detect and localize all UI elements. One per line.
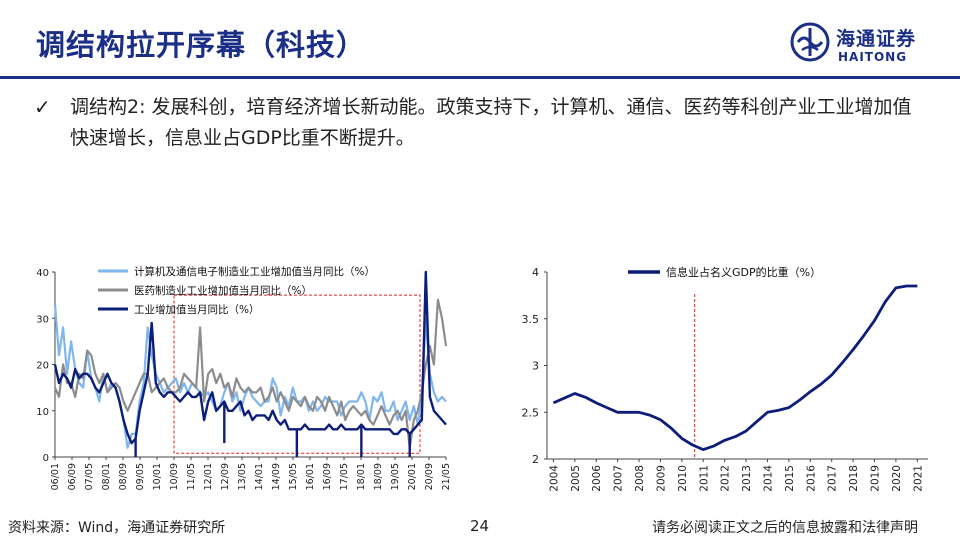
x-tick-label: 2007 (613, 465, 625, 492)
x-tick-label: 18/09 (373, 463, 384, 490)
page-number: 24 (470, 517, 490, 535)
haitong-logo-icon (790, 22, 830, 62)
x-tick-label: 20/01 (407, 463, 418, 490)
x-tick-label: 15/05 (288, 463, 299, 490)
x-tick-label: 21/05 (441, 463, 452, 490)
disclaimer: 请务必阅读正文之后的信息披露和法律声明 (652, 520, 918, 536)
x-tick-label: 2008 (634, 465, 646, 492)
x-tick-label: 11/05 (186, 463, 197, 490)
x-tick-label: 12/09 (220, 463, 231, 490)
page-title: 调结构拉开序幕（科技） (36, 28, 367, 62)
x-tick-label: 14/01 (254, 463, 265, 490)
source-note: 资料来源：Wind，海通证券研究所 (8, 520, 226, 536)
x-tick-label: 14/09 (271, 463, 282, 490)
x-tick-label: 06/01 (50, 463, 61, 490)
series-line-2 (53, 298, 448, 449)
x-tick-label: 2013 (741, 465, 753, 492)
legend-label: 计算机及通信电子制造业工业增加值当月同比（%） (134, 265, 375, 278)
x-tick-label: 06/09 (67, 463, 78, 490)
legend-label: 信息业占名义GDP的比重（%） (666, 265, 821, 279)
y-tick-label: 3 (532, 360, 539, 373)
title-underline (0, 76, 960, 79)
y-tick-label: 2.5 (522, 406, 540, 419)
logo-chinese-name: 海通证券 (836, 28, 917, 50)
x-tick-label: 19/05 (390, 463, 401, 490)
y-tick-label: 30 (36, 314, 49, 325)
x-tick-label: 08/09 (118, 463, 129, 490)
x-tick-label: 16/01 (305, 463, 316, 490)
x-tick-label: 18/01 (356, 463, 367, 490)
industrial-value-added-chart: 0 10 20 30 40 06/01 06/09 07/05 08/01 08/09 09/05… (36, 265, 452, 490)
series-line-1 (552, 284, 918, 452)
x-tick-label: 09/05 (135, 463, 146, 490)
x-tick-label: 2018 (848, 465, 860, 492)
legend-label: 工业增加值当月同比（%） (134, 303, 259, 316)
y-tick-label: 0 (43, 453, 49, 464)
x-tick-label: 07/05 (84, 463, 95, 490)
x-tick-label: 2010 (677, 465, 689, 492)
y-tick-label: 20 (36, 361, 49, 372)
x-tick-label: 2015 (784, 465, 796, 492)
legend-label: 医药制造业工业增加值当月同比（%） (134, 284, 312, 297)
x-tick-label: 16/09 (322, 463, 333, 490)
x-tick-label: 12/01 (203, 463, 214, 490)
bullet-text: 调结构2: 发展科创，培育经济增长新动能。政策支持下，计算机、通信、医药等科创产… (70, 96, 912, 149)
x-tick-label: 2020 (891, 465, 903, 492)
x-tick-label: 2012 (720, 465, 732, 492)
y-tick-label: 40 (36, 268, 49, 279)
x-tick-label: 2011 (698, 465, 710, 492)
x-tick-label: 2019 (869, 465, 881, 492)
x-tick-label: 08/01 (101, 463, 112, 490)
y-tick-label: 3.5 (522, 313, 540, 326)
series-line-3 (53, 270, 447, 445)
info-industry-gdp-share-chart: 2 2.5 3 3.5 4 2004 2005 2006 2007 2008 2009 2010 20… (522, 265, 928, 492)
x-tick-label: 2017 (827, 465, 839, 492)
x-tick-label: 10/01 (152, 463, 163, 490)
x-tick-label: 2016 (805, 465, 817, 492)
x-tick-label: 13/05 (237, 463, 248, 490)
y-tick-label: 2 (532, 453, 539, 466)
x-tick-label: 2006 (591, 465, 603, 492)
check-icon: ✓ (34, 95, 51, 119)
x-tick-label: 2004 (548, 465, 560, 492)
logo-english-name: HAITONG (838, 50, 908, 64)
x-tick-label: 2014 (762, 465, 774, 492)
x-tick-label: 17/05 (339, 463, 350, 490)
company-logo: 海通证券 HAITONG (790, 20, 940, 68)
y-tick-label: 10 (36, 407, 49, 418)
series-line-1 (53, 304, 447, 449)
x-tick-label: 2021 (912, 465, 924, 492)
x-tick-label: 10/09 (169, 463, 180, 490)
x-tick-label: 2009 (655, 465, 667, 492)
x-tick-label: 2005 (570, 465, 582, 492)
x-tick-label: 20/09 (424, 463, 435, 490)
y-tick-label: 4 (532, 266, 539, 279)
